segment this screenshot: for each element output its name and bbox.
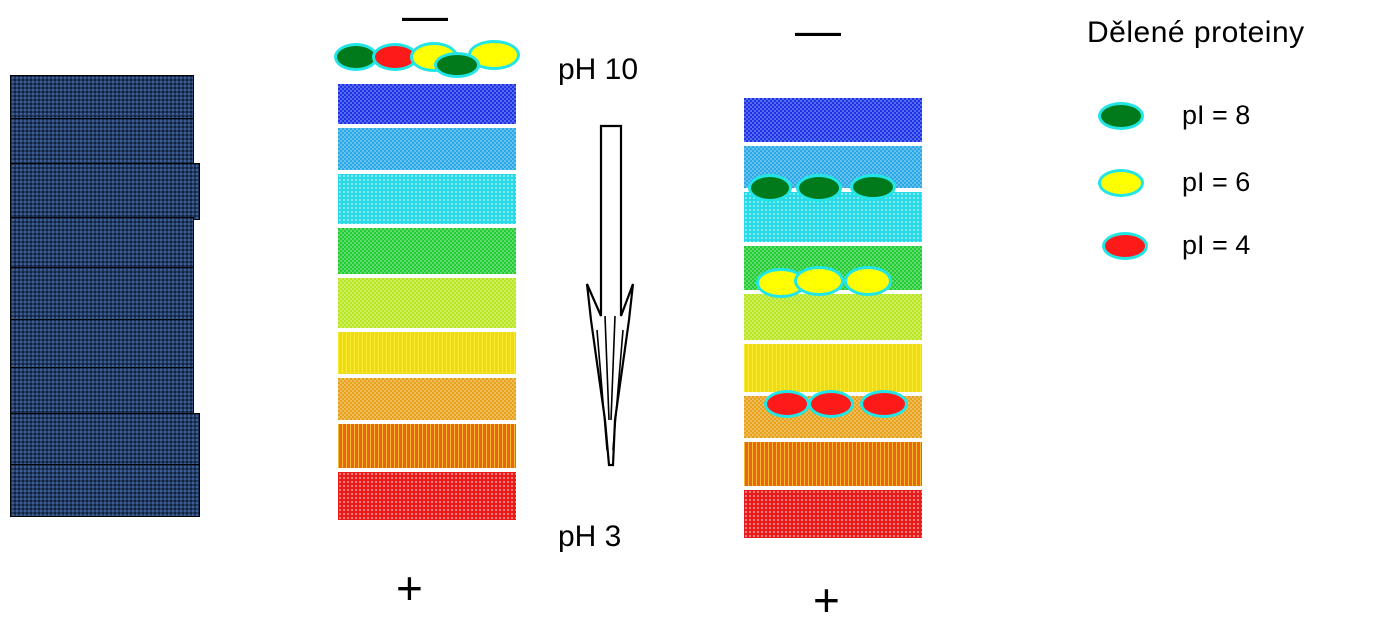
dark-segment	[10, 367, 194, 415]
legend-swatch-pi4	[1102, 232, 1148, 260]
cathode-minus-sign: —	[795, 4, 841, 56]
legend-item-pi6: pI = 6	[1098, 167, 1298, 207]
gradient-band	[744, 490, 922, 538]
legend-swatch-pi8	[1098, 102, 1144, 130]
ph-gradient-column	[338, 84, 516, 520]
dark-gel-column	[10, 75, 200, 517]
legend-label-pi4: pI = 4	[1182, 230, 1251, 260]
dark-segment	[10, 75, 194, 120]
legend-item-pi4: pI = 4	[1102, 230, 1302, 270]
gradient-band	[338, 174, 516, 224]
protein-pi4-blob	[808, 390, 854, 418]
protein-pi4-blob	[764, 390, 810, 418]
dark-segment	[10, 464, 200, 517]
dark-segment	[10, 163, 200, 220]
anode-plus-sign: +	[396, 562, 423, 614]
ph-direction-arrow-icon	[585, 124, 635, 467]
protein-pi6-blob	[794, 266, 844, 296]
gradient-band	[744, 98, 922, 142]
separated-gradient-column	[744, 98, 922, 538]
dark-segment	[10, 267, 194, 321]
cathode-minus-sign: —	[402, 0, 448, 41]
protein-pi8-blob	[748, 174, 792, 202]
anode-plus-sign: +	[813, 574, 840, 626]
protein-pi8-blob	[334, 43, 378, 71]
protein-pi8-blob	[434, 52, 480, 78]
dark-segment	[10, 217, 194, 270]
legend-title: Dělené proteiny	[1087, 16, 1305, 49]
gradient-band	[744, 294, 922, 340]
gradient-band	[338, 128, 516, 170]
protein-pi4-blob	[860, 390, 908, 418]
gradient-band	[338, 378, 516, 420]
legend-item-pi8: pI = 8	[1098, 100, 1298, 140]
gradient-band	[338, 278, 516, 328]
dark-segment	[10, 413, 200, 466]
legend-swatch-pi6	[1098, 169, 1144, 197]
applied-protein-mixture	[334, 40, 520, 78]
dark-segment	[10, 319, 194, 369]
gradient-band	[338, 84, 516, 124]
protein-pi6-blob	[844, 266, 892, 296]
gradient-band	[338, 228, 516, 274]
gradient-band	[338, 424, 516, 468]
legend-label-pi6: pI = 6	[1182, 167, 1251, 197]
gradient-band	[744, 442, 922, 486]
ph-bottom-label: pH 3	[558, 520, 622, 553]
protein-pi8-blob	[796, 174, 842, 202]
gradient-band	[744, 344, 922, 392]
gradient-band	[338, 472, 516, 520]
protein-pi8-blob	[850, 174, 896, 200]
ph-top-label: pH 10	[558, 53, 639, 86]
legend-label-pi8: pI = 8	[1182, 100, 1251, 130]
gradient-band	[338, 332, 516, 374]
dark-segment	[10, 118, 194, 166]
